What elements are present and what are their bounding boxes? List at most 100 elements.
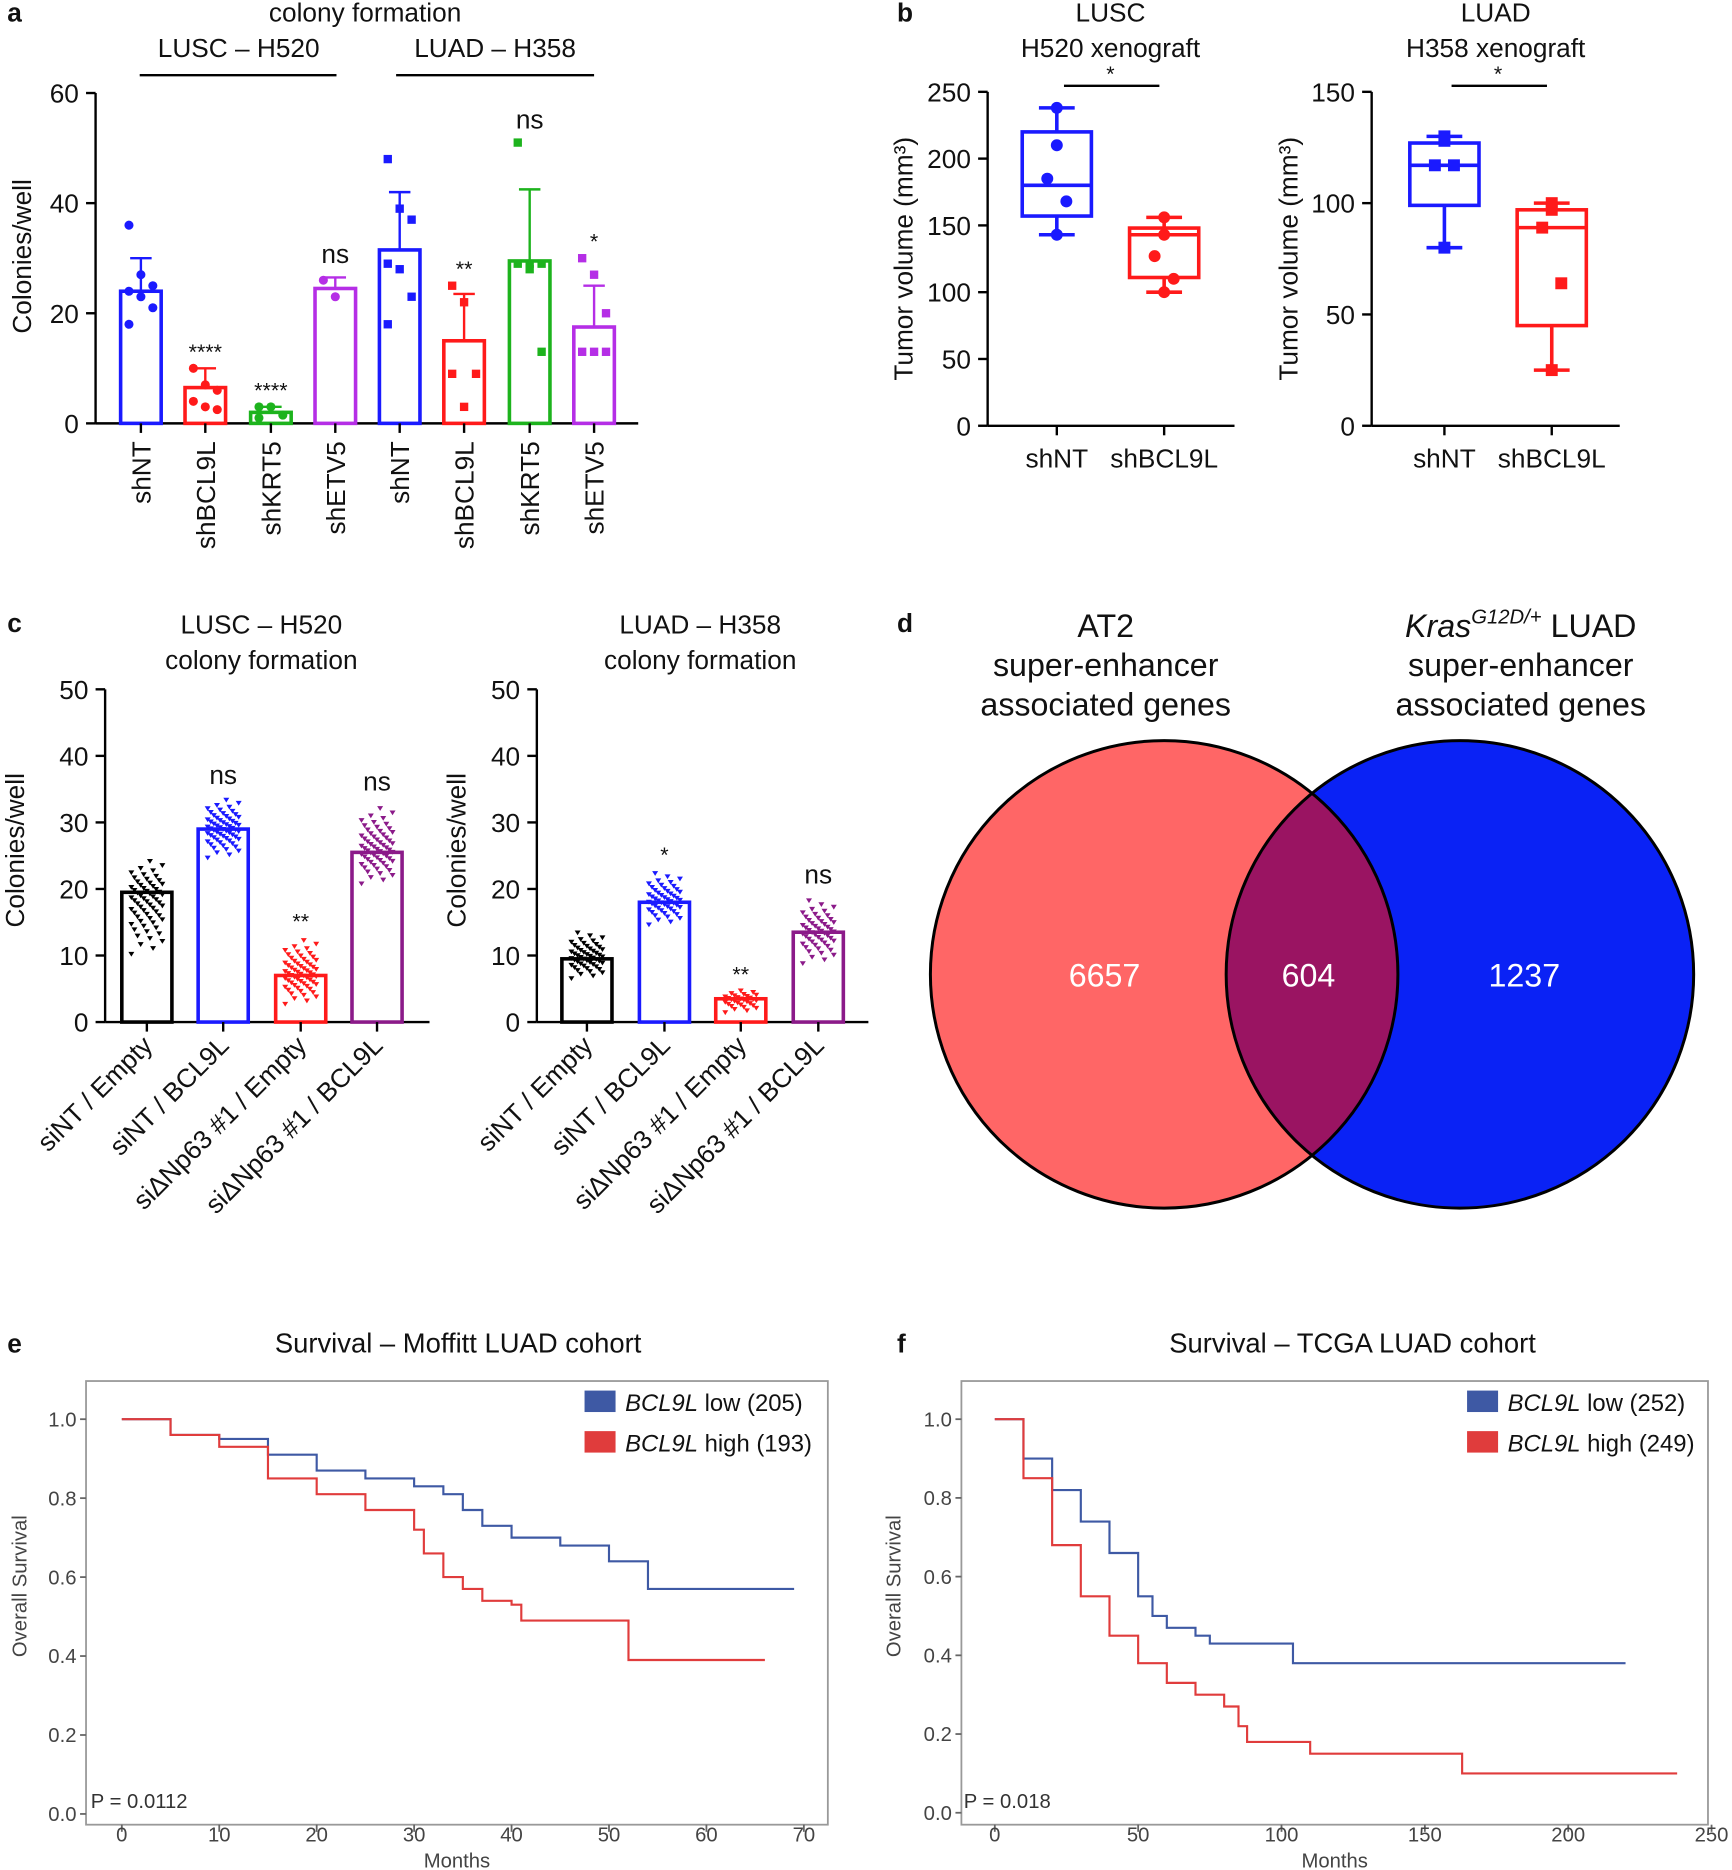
data-point: [574, 930, 581, 936]
km-curve-high: [121, 1418, 765, 1662]
data-point: [471, 369, 481, 378]
legend-swatch: [584, 1431, 616, 1453]
data-point: [812, 932, 819, 938]
y-tick-label: 100: [1311, 189, 1355, 219]
data-point: [148, 303, 158, 313]
data-point: [599, 935, 606, 941]
data-point: [827, 935, 834, 941]
x-tick-label: 250: [1695, 1824, 1729, 1846]
data-point: [303, 998, 310, 1004]
data-point: [310, 979, 317, 985]
data-point: [364, 869, 371, 875]
data-point: [128, 922, 135, 927]
bar: [350, 850, 404, 1024]
data-point: [728, 1004, 735, 1009]
data-point: [150, 868, 157, 874]
data-point: [652, 896, 659, 902]
y-tick-label: 1.0: [48, 1409, 76, 1431]
data-point: [232, 820, 239, 826]
data-point: [1060, 195, 1073, 208]
data-point: [383, 821, 390, 827]
data-point: [389, 830, 396, 835]
data-point: [652, 888, 659, 893]
data-point: [667, 919, 674, 925]
data-point: [278, 410, 288, 420]
data-point: [670, 909, 677, 914]
data-point: [204, 855, 211, 861]
data-point: [207, 819, 214, 825]
data-point: [364, 827, 371, 833]
data-point: [377, 857, 384, 863]
data-point: [737, 996, 744, 1002]
data-point: [590, 973, 597, 979]
data-point: [658, 893, 665, 898]
data-point: [809, 921, 816, 926]
data-point: [217, 818, 224, 823]
data-point: [380, 860, 387, 866]
chart-title: colony formation: [269, 0, 461, 27]
data-point: [655, 905, 662, 911]
y-tick-label: 30: [491, 808, 520, 838]
data-point: [1555, 277, 1568, 290]
data-point: [148, 281, 158, 291]
data-point: [370, 863, 377, 868]
data-point: [140, 896, 147, 902]
data-point: [799, 910, 806, 916]
data-point: [358, 833, 365, 839]
data-point: [131, 910, 138, 916]
km-curve-low: [121, 1418, 795, 1591]
data-point: [232, 844, 239, 850]
data-point: [229, 808, 236, 814]
data-point: [143, 888, 150, 894]
title-suffix: LUAD: [1542, 608, 1637, 644]
data-point: [143, 876, 150, 882]
data-point: [131, 887, 138, 893]
data-point: [802, 914, 809, 920]
data-point: [303, 946, 310, 951]
data-point: [459, 298, 469, 307]
data-point: [574, 945, 581, 951]
venn-count-right: 1237: [1489, 957, 1561, 993]
data-point: [821, 957, 828, 963]
data-point: [134, 933, 141, 939]
data-point: [229, 841, 236, 847]
data-point: [580, 963, 587, 969]
data-point: [377, 840, 384, 846]
y-tick-label: 20: [491, 875, 520, 905]
data-point: [753, 1005, 760, 1011]
y-tick-label: 1.0: [924, 1409, 952, 1431]
data-point: [282, 969, 289, 974]
panel-label-b: b: [897, 0, 913, 27]
data-point: [596, 944, 603, 950]
data-point: [525, 259, 534, 268]
data-point: [217, 825, 224, 831]
data-point: [830, 938, 837, 944]
data-point: [136, 292, 146, 302]
y-tick-label: 60: [50, 79, 79, 109]
data-point: [577, 948, 584, 953]
data-point: [159, 903, 166, 909]
p-value: P = 0.0112: [91, 1791, 188, 1813]
data-point: [577, 937, 584, 942]
data-point: [802, 925, 809, 931]
data-point: [459, 402, 469, 412]
data-point: [1438, 134, 1451, 147]
data-point: [806, 949, 812, 955]
data-point: [737, 988, 744, 994]
data-point: [153, 887, 160, 892]
data-point: [358, 843, 365, 849]
data-point: [214, 837, 220, 843]
data-point: [204, 817, 211, 823]
data-point: [128, 895, 135, 901]
x-tick-label: 30: [403, 1824, 426, 1846]
data-point: [146, 936, 153, 941]
y-tick-label: 0.0: [924, 1803, 952, 1825]
data-point: [571, 942, 578, 948]
data-point: [223, 828, 230, 834]
data-point: [313, 994, 320, 1000]
data-point: [728, 991, 735, 996]
data-point: [212, 405, 222, 415]
data-point: [1545, 197, 1558, 210]
data-point: [725, 996, 732, 1001]
data-point: [380, 877, 387, 883]
